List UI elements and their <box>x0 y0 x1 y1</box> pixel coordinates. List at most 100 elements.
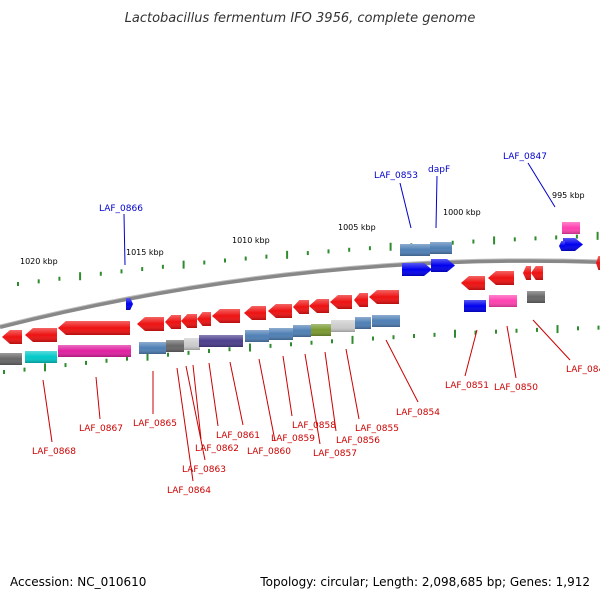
leader-line <box>435 175 438 229</box>
gene-arrow-shade <box>531 266 543 280</box>
gene-label[interactable]: LAF_0860 <box>247 447 291 457</box>
cog-features <box>0 222 580 365</box>
cog-bar-shade <box>245 330 269 342</box>
gene-arrow-shade <box>165 315 181 329</box>
gene-label[interactable]: LAF_0865 <box>133 419 177 429</box>
scale-ticks <box>3 231 600 374</box>
gene-label[interactable]: LAF_0850 <box>494 383 538 393</box>
gene-label[interactable]: LAF_0854 <box>396 408 440 418</box>
leader-line <box>506 325 517 379</box>
gene-arrow-shade <box>181 314 197 328</box>
gene-arrow-shade <box>461 276 485 290</box>
scale-label: 1020 kbp <box>20 257 58 266</box>
gene-label[interactable]: LAF_0847 <box>503 152 547 162</box>
gene-label[interactable]: LAF_0851 <box>445 381 489 391</box>
gene-arrow-shade <box>563 238 583 251</box>
leader-line <box>282 355 293 417</box>
cog-bar-shade <box>372 315 400 327</box>
leader-line <box>399 182 412 229</box>
leader-line <box>95 376 101 420</box>
cog-bar-shade <box>400 244 430 256</box>
gene-arrow-shade <box>559 241 565 251</box>
gene-label[interactable]: dapF <box>428 165 450 175</box>
gene-label[interactable]: LAF_0849 <box>566 365 600 375</box>
gene-label[interactable]: LAF_0863 <box>182 465 226 475</box>
gene-label[interactable]: LAF_0853 <box>374 171 418 181</box>
leader-line <box>324 351 337 432</box>
cog-bar-shade <box>184 338 200 350</box>
gene-arrow-shade <box>488 271 514 285</box>
gene-arrow-shade <box>402 263 432 276</box>
gene-arrow-shade <box>58 321 130 335</box>
cog-bar-shade <box>430 242 452 254</box>
leader-line <box>229 361 244 426</box>
cog-bar-shade <box>331 320 355 332</box>
scale-label: 1005 kbp <box>338 223 376 232</box>
gene-arrow-shade <box>431 259 455 272</box>
gene-label[interactable]: LAF_0864 <box>167 486 211 496</box>
gene-label[interactable]: LAF_0858 <box>292 421 336 431</box>
cog-bar-shade <box>139 342 166 354</box>
scale-label: 1010 kbp <box>232 236 270 245</box>
leader-line <box>385 339 419 403</box>
gene-label[interactable]: LAF_0859 <box>271 434 315 444</box>
cog-bar-shade <box>58 345 131 357</box>
gene-arrow-shade <box>330 295 352 309</box>
gene-label[interactable]: LAF_0867 <box>79 424 123 434</box>
genome-summary-text: Topology: circular; Length: 2,098,685 bp… <box>259 575 590 589</box>
leader-line <box>42 379 53 443</box>
scale-label: 1015 kbp <box>126 248 164 257</box>
accession-text: Accession: NC_010610 <box>10 575 146 589</box>
cog-bar-shade <box>199 335 243 347</box>
scale-label: 995 kbp <box>552 191 585 200</box>
cog-bar-shade <box>562 222 580 234</box>
cog-bar-shade <box>464 300 486 312</box>
cog-bar-shade <box>293 325 311 337</box>
gene-arrow-shade <box>523 266 531 280</box>
gene-arrow-shade <box>309 299 329 313</box>
leader-line <box>123 213 126 266</box>
gene-arrow-shade <box>596 256 600 270</box>
gene-arrow-shade <box>25 328 57 342</box>
gene-arrow-shade <box>293 300 309 314</box>
gene-label[interactable]: LAF_0862 <box>195 444 239 454</box>
gene-arrow-shade <box>137 317 164 331</box>
label-leader-lines <box>42 162 571 482</box>
gene-arrow-shade <box>244 306 266 320</box>
gene-label[interactable]: LAF_0866 <box>99 204 143 214</box>
leader-line <box>345 348 360 420</box>
cog-bar-shade <box>0 353 22 365</box>
gene-arrow-shade <box>126 298 133 310</box>
leader-line <box>304 353 321 445</box>
genome-backbone <box>0 258 600 329</box>
leader-line <box>464 329 478 377</box>
gene-label[interactable]: LAF_0868 <box>32 447 76 457</box>
cog-bar-shade <box>355 317 371 329</box>
genome-backbone-highlight <box>0 258 600 326</box>
gene-arrow-shade <box>369 290 399 304</box>
gene-label[interactable]: LAF_0855 <box>355 424 399 434</box>
cog-bar-shade <box>269 328 293 340</box>
gene-features <box>2 238 600 344</box>
leader-line <box>185 365 206 461</box>
gene-arrow-shade <box>2 330 22 344</box>
leader-line <box>258 358 276 442</box>
gene-label[interactable]: LAF_0857 <box>313 449 357 459</box>
leader-line <box>192 364 202 440</box>
gene-label[interactable]: LAF_0856 <box>336 436 380 446</box>
gene-arrow-shade <box>354 293 368 307</box>
cog-bar-shade <box>527 291 545 303</box>
cog-bar-shade <box>311 324 331 336</box>
cog-bar-shade <box>489 295 517 307</box>
cog-bar-shade <box>25 351 57 363</box>
leader-line <box>527 162 556 208</box>
gene-label[interactable]: LAF_0861 <box>216 431 260 441</box>
leader-line <box>176 367 194 482</box>
gene-arrow-shade <box>212 309 240 323</box>
leader-line <box>208 362 219 427</box>
leader-line <box>532 319 571 361</box>
gene-arrow-shade <box>268 304 292 318</box>
scale-label: 1000 kbp <box>443 208 481 217</box>
genome-title: Lactobacillus fermentum IFO 3956, comple… <box>125 11 476 26</box>
